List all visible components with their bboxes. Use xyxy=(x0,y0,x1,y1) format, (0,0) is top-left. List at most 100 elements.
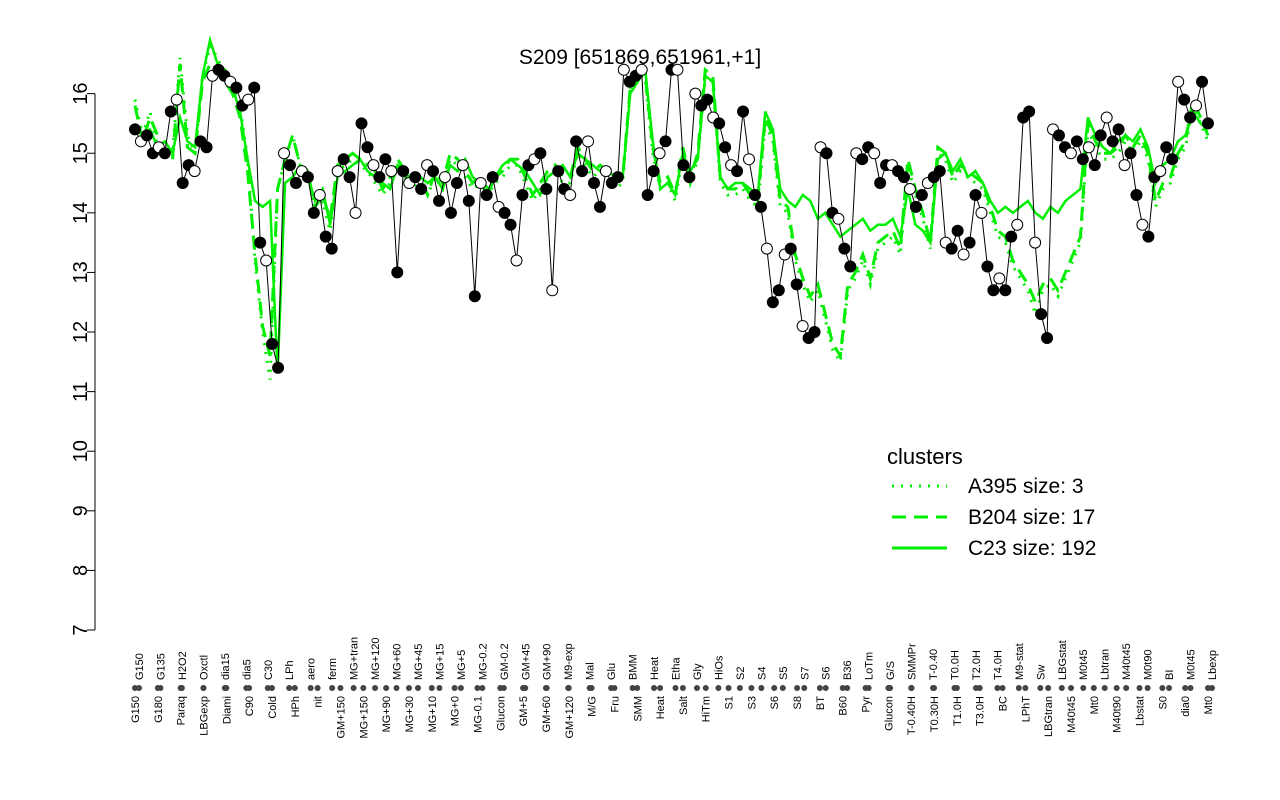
data-point xyxy=(254,236,267,249)
x-tick-label: Sw xyxy=(1035,665,1047,680)
x-tick-label: M0t45 xyxy=(1078,649,1090,680)
x-tick-label: Heat xyxy=(655,696,667,719)
cluster-series-line xyxy=(133,35,1209,374)
x-tick-marker xyxy=(360,685,367,691)
data-point xyxy=(331,165,344,178)
data-point xyxy=(570,135,583,148)
legend-title: clusters xyxy=(887,444,963,469)
x-tick-marker xyxy=(393,685,400,691)
x-tick-label: Glucon xyxy=(883,696,895,731)
data-point xyxy=(903,182,916,195)
x-tick-marker xyxy=(383,685,390,691)
x-tick-label: dia0 xyxy=(1180,696,1192,717)
x-tick-marker xyxy=(337,685,344,691)
x-tick-label: M/G xyxy=(587,696,599,717)
x-tick-label: S6 xyxy=(821,667,833,680)
x-tick-label: LoTm xyxy=(864,652,876,680)
data-point xyxy=(325,242,338,255)
x-tick-label: Gly xyxy=(692,663,704,680)
x-tick-marker xyxy=(725,685,732,691)
x-tick-marker xyxy=(816,685,823,691)
x-tick-label: SMMPr xyxy=(907,643,919,680)
x-tick-label: T4.0H xyxy=(992,650,1004,680)
data-point xyxy=(200,141,213,154)
x-tick-label: T0.30H xyxy=(929,696,941,732)
data-point xyxy=(1142,230,1155,243)
data-point xyxy=(933,165,946,178)
data-point xyxy=(397,165,410,178)
data-point xyxy=(1082,141,1095,154)
data-point xyxy=(170,93,183,106)
x-tick-marker xyxy=(350,685,357,691)
x-tick-marker xyxy=(154,685,161,691)
y-tick-label: 13 xyxy=(70,261,92,283)
x-tick-label: Diami xyxy=(221,696,233,724)
x-tick-label: LPhT xyxy=(1020,696,1032,723)
x-tick-marker xyxy=(1022,685,1029,691)
legend-entry-label: C23 size: 192 xyxy=(968,537,1096,560)
x-tick-marker xyxy=(931,685,938,691)
data-point xyxy=(164,105,177,118)
data-point xyxy=(951,224,964,237)
data-point xyxy=(856,153,869,166)
x-tick-marker xyxy=(1015,685,1022,691)
x-tick-label: BC xyxy=(998,696,1010,711)
data-point xyxy=(1118,159,1131,172)
data-point xyxy=(534,147,547,160)
x-tick-label: M40t90 xyxy=(1112,696,1124,733)
x-tick-marker xyxy=(771,685,778,691)
x-tick-label: MG-0.2 xyxy=(477,643,489,680)
data-point xyxy=(1064,147,1077,160)
data-point xyxy=(760,242,773,255)
data-point xyxy=(832,212,845,225)
x-tick-label: Etha xyxy=(671,656,683,680)
x-tick-label: Mt0 xyxy=(1089,696,1101,714)
data-point xyxy=(1011,218,1024,231)
data-point xyxy=(188,165,201,178)
data-point xyxy=(689,87,702,100)
data-point xyxy=(1160,141,1173,154)
y-tick-label: 8 xyxy=(70,565,92,576)
x-tick-label: G150 xyxy=(134,653,146,680)
data-point xyxy=(498,206,511,219)
x-tick-marker xyxy=(1159,685,1166,691)
x-tick-marker xyxy=(1113,685,1120,691)
x-tick-marker xyxy=(1101,685,1108,691)
x-tick-marker xyxy=(200,685,207,691)
x-tick-label: MG+15 xyxy=(434,644,446,680)
data-point xyxy=(981,260,994,273)
x-tick-label: LBGstat xyxy=(1057,640,1069,680)
x-tick-label: C30 xyxy=(263,660,275,680)
data-point xyxy=(1094,129,1107,142)
data-point xyxy=(1076,153,1089,166)
x-tick-label: S1 xyxy=(724,696,736,709)
data-point xyxy=(1190,99,1203,112)
x-tick-marker xyxy=(715,685,722,691)
data-point xyxy=(361,141,374,154)
data-point xyxy=(582,135,595,148)
data-point xyxy=(1100,111,1113,124)
data-point xyxy=(379,153,392,166)
x-tick-marker xyxy=(474,685,481,691)
data-point xyxy=(1041,331,1054,344)
data-point xyxy=(683,171,696,184)
x-tick-marker xyxy=(748,685,755,691)
x-tick-marker xyxy=(428,685,435,691)
data-point xyxy=(260,254,273,267)
x-tick-label: MG+10 xyxy=(427,696,439,732)
x-tick-label: M40t45 xyxy=(1121,643,1133,680)
data-point xyxy=(1070,135,1083,148)
data-point xyxy=(504,218,517,231)
x-tick-label: Pyr xyxy=(861,696,873,713)
y-tick-label: 16 xyxy=(70,83,92,105)
x-tick-marker xyxy=(307,685,314,691)
data-point xyxy=(957,248,970,261)
x-tick-label: MG+150 xyxy=(358,696,370,739)
x-tick-marker xyxy=(844,685,851,691)
x-tick-label: BT xyxy=(815,696,827,710)
legend-entry-label: B204 size: 17 xyxy=(968,506,1095,529)
data-point xyxy=(510,254,523,267)
y-tick-label: 9 xyxy=(70,505,92,516)
data-point xyxy=(1035,308,1048,321)
y-tick-label: 7 xyxy=(70,624,92,635)
